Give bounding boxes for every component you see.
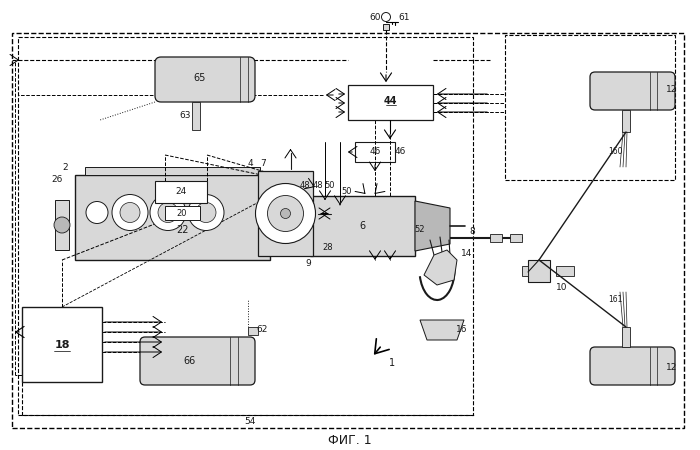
Text: 44: 44: [384, 95, 398, 105]
Bar: [528, 260, 550, 282]
Bar: [348, 85, 433, 120]
Text: 48: 48: [300, 181, 310, 190]
Text: 60: 60: [370, 14, 381, 22]
Bar: [556, 266, 574, 276]
Bar: [622, 327, 630, 347]
Text: 9: 9: [305, 258, 311, 267]
FancyBboxPatch shape: [590, 72, 675, 110]
Text: 50: 50: [325, 181, 335, 190]
Bar: [510, 234, 522, 242]
Bar: [432, 234, 444, 242]
FancyBboxPatch shape: [140, 337, 255, 385]
Text: 4: 4: [247, 158, 253, 167]
Polygon shape: [415, 201, 450, 251]
Text: 62: 62: [256, 325, 267, 334]
Text: 6: 6: [359, 221, 365, 231]
Bar: [18, 37, 473, 415]
Text: 1: 1: [389, 358, 395, 368]
Bar: [383, 24, 389, 30]
FancyBboxPatch shape: [155, 57, 255, 102]
Text: 14: 14: [461, 248, 472, 257]
Bar: [192, 102, 200, 130]
Bar: [355, 142, 395, 162]
Text: 160: 160: [608, 148, 622, 157]
Text: ФИГ. 1: ФИГ. 1: [328, 433, 372, 446]
Text: 161: 161: [608, 296, 622, 305]
Text: 48: 48: [313, 180, 323, 189]
Polygon shape: [424, 250, 457, 285]
Text: 20: 20: [176, 208, 188, 217]
Bar: [248, 327, 258, 335]
Circle shape: [196, 202, 216, 222]
Text: 61: 61: [398, 14, 409, 22]
Bar: [165, 206, 200, 220]
Text: 28: 28: [323, 243, 333, 252]
Text: 52: 52: [414, 225, 426, 234]
Text: 18: 18: [55, 340, 70, 350]
Circle shape: [267, 195, 304, 231]
Bar: [12, 33, 684, 428]
Text: 16: 16: [456, 325, 468, 334]
Polygon shape: [420, 320, 464, 340]
Text: 24: 24: [176, 188, 187, 197]
Text: 22: 22: [176, 225, 189, 235]
Bar: [55, 200, 69, 250]
Bar: [416, 233, 432, 243]
Circle shape: [54, 217, 70, 233]
Circle shape: [112, 194, 148, 230]
Text: 2: 2: [62, 162, 68, 171]
Text: 50: 50: [342, 188, 352, 197]
Text: 10: 10: [556, 283, 568, 292]
Bar: [85, 167, 260, 175]
Bar: [155, 181, 207, 203]
Circle shape: [256, 184, 316, 243]
Text: 8: 8: [469, 228, 475, 237]
Text: 65: 65: [194, 73, 206, 83]
Circle shape: [158, 202, 178, 222]
Bar: [258, 171, 313, 256]
Circle shape: [120, 202, 140, 222]
Text: 63: 63: [179, 111, 190, 120]
Bar: [75, 175, 270, 260]
Text: 12: 12: [666, 86, 678, 94]
Bar: [22, 307, 102, 382]
Bar: [490, 234, 502, 242]
Bar: [310, 196, 415, 256]
Text: 54: 54: [244, 418, 256, 427]
Text: 7: 7: [260, 158, 266, 167]
Circle shape: [281, 208, 290, 219]
Text: 12: 12: [666, 363, 678, 372]
Bar: [522, 266, 528, 276]
Text: 46: 46: [370, 148, 381, 157]
Circle shape: [150, 194, 186, 230]
Circle shape: [86, 202, 108, 224]
FancyBboxPatch shape: [590, 347, 675, 385]
Text: 66: 66: [184, 356, 196, 366]
Bar: [622, 110, 630, 132]
Circle shape: [188, 194, 224, 230]
Text: 26: 26: [51, 176, 63, 184]
Bar: [505, 35, 675, 180]
Text: 46: 46: [394, 148, 406, 157]
